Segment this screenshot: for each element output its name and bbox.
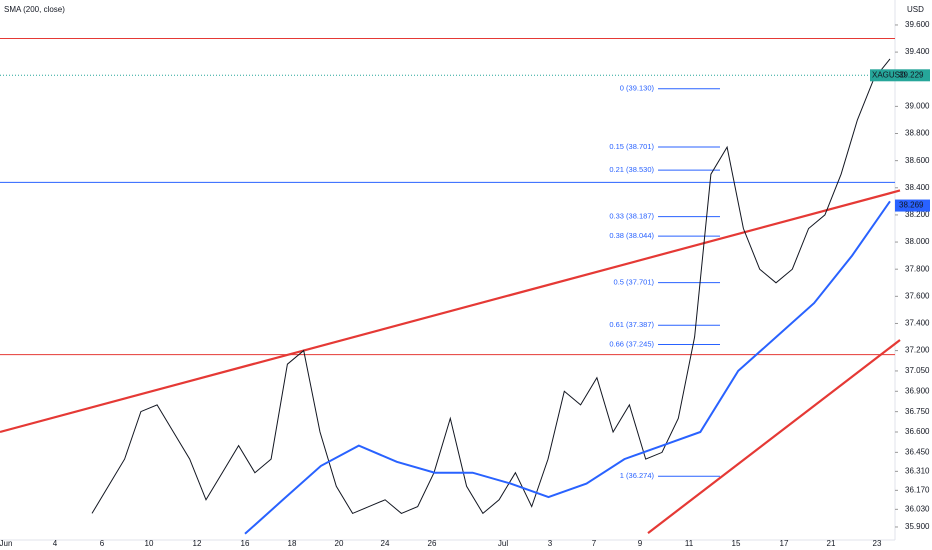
x-tick-label: 9 xyxy=(638,539,643,548)
price-tag xyxy=(895,199,930,212)
x-tick-label: Jun xyxy=(0,539,12,548)
y-tick-label: 36.600 xyxy=(905,427,930,436)
sma-line xyxy=(244,200,891,535)
x-tick-label: 18 xyxy=(288,539,297,548)
indicator-label: SMA (200, close) xyxy=(4,5,65,14)
y-tick-label: 37.200 xyxy=(905,346,930,355)
y-tick-label: 38.400 xyxy=(905,183,930,192)
x-tick-label: 4 xyxy=(53,539,58,548)
y-tick-label: 38.800 xyxy=(905,129,930,138)
currency-label: USD xyxy=(907,5,924,14)
x-tick-label: 11 xyxy=(685,539,694,548)
y-tick-label: 39.400 xyxy=(905,47,930,56)
x-tick-label: 17 xyxy=(780,539,789,548)
y-tick-label: 36.750 xyxy=(905,407,930,416)
y-tick-label: 36.170 xyxy=(905,485,930,494)
x-tick-label: 3 xyxy=(548,539,553,548)
x-tick-label: 12 xyxy=(193,539,202,548)
x-tick-label: 24 xyxy=(381,539,390,548)
fib-label: 0 (39.130) xyxy=(620,84,655,93)
fib-label: 0.15 (38.701) xyxy=(609,142,654,151)
y-tick-label: 37.800 xyxy=(905,264,930,273)
trendline xyxy=(0,189,901,434)
x-tick-label: 21 xyxy=(827,539,836,548)
x-tick-label: 7 xyxy=(592,539,597,548)
fib-label: 0.38 (38.044) xyxy=(609,231,654,240)
trendline xyxy=(647,339,901,534)
fib-label: 0.21 (38.530) xyxy=(609,165,654,174)
y-tick-label: 38.600 xyxy=(905,156,930,165)
y-tick-label: 38.200 xyxy=(905,210,930,219)
y-tick-label: 39.600 xyxy=(905,20,930,29)
x-tick-label: 23 xyxy=(873,539,882,548)
symbol-label: XAGUSD xyxy=(872,70,906,79)
fib-label: 0.66 (37.245) xyxy=(609,339,654,348)
x-tick-label: 26 xyxy=(428,539,437,548)
x-tick-label: 15 xyxy=(732,539,741,548)
price-tag xyxy=(895,69,930,82)
x-tick-label: 16 xyxy=(241,539,250,548)
y-tick-label: 36.900 xyxy=(905,386,930,395)
price-line xyxy=(91,58,891,515)
price-tag-label: 39.229 xyxy=(899,70,924,79)
y-tick-label: 37.600 xyxy=(905,291,930,300)
fib-label: 0.33 (38.187) xyxy=(609,212,654,221)
y-tick-label: 37.400 xyxy=(905,319,930,328)
y-tick-label: 39.000 xyxy=(905,101,930,110)
y-tick-label: 36.310 xyxy=(905,466,930,475)
y-tick-label: 35.900 xyxy=(905,522,930,531)
y-tick-label: 36.030 xyxy=(905,504,930,513)
fib-label: 0.5 (37.701) xyxy=(614,278,655,287)
x-tick-label: 20 xyxy=(335,539,344,548)
fib-label: 1 (36.274) xyxy=(620,471,655,480)
symbol-tag xyxy=(870,69,895,82)
y-tick-label: 38.000 xyxy=(905,237,930,246)
fib-label: 0.61 (37.387) xyxy=(609,320,654,329)
x-tick-label: 6 xyxy=(100,539,105,548)
price-tag-label: 38.269 xyxy=(899,201,924,210)
y-tick-label: 37.050 xyxy=(905,366,930,375)
x-tick-label: Jul xyxy=(498,539,508,548)
x-tick-label: 10 xyxy=(145,539,154,548)
y-tick-label: 36.450 xyxy=(905,447,930,456)
